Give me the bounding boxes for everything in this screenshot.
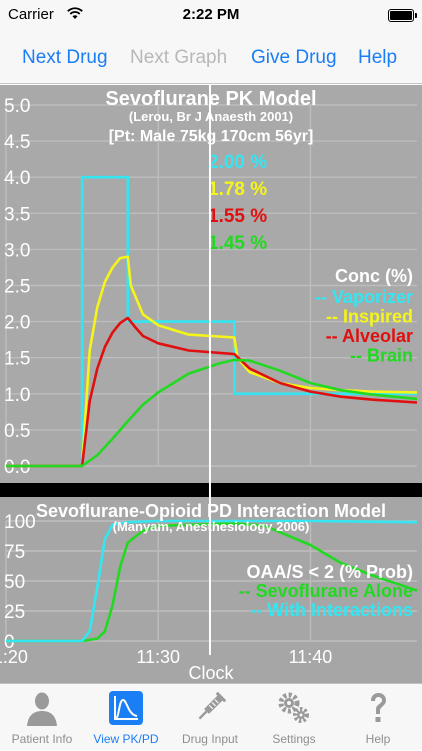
pk-legend-entry: -- Inspired <box>326 307 413 327</box>
tab-drug-input[interactable]: Drug Input <box>168 684 252 751</box>
pk-chart-subtitle: (Lerou, Br J Anaesth 2001) <box>129 109 293 124</box>
status-bar: Carrier 2:22 PM <box>0 0 422 32</box>
pk-cursor-readout-inspired: 1.78 % <box>208 179 267 200</box>
pk-pd-charts: 0.0 0.5 1.0 1.5 2.0 2.5 3.0 3.5 4.0 4.5 5.0 Sevoflu… <box>0 85 422 683</box>
x-tick-label: 11:40 <box>289 647 333 667</box>
next-drug-button[interactable]: Next Drug <box>22 47 108 68</box>
panel-divider <box>0 483 422 497</box>
tab-view-pkpd[interactable]: View PK/PD <box>84 684 168 751</box>
tab-label: Help <box>365 732 391 746</box>
tab-label: View PK/PD <box>93 732 159 746</box>
pk-y-tick-label: 4.5 <box>4 132 30 153</box>
pk-legend-title: Conc (%) <box>335 266 413 286</box>
pk-cursor-readout-vaporizer: 2.00 % <box>208 152 267 173</box>
x-axis-label: Clock <box>188 663 234 683</box>
pd-chart-subtitle: (Manyam, Anesthesiology 2006) <box>113 519 310 534</box>
curve-graph-icon <box>109 691 143 725</box>
pk-legend-entry: -- Brain <box>350 346 413 366</box>
pk-y-tick-label: 0.5 <box>4 421 30 442</box>
pk-y-tick-label: 3.5 <box>4 204 30 225</box>
pk-y-tick-label: 2.0 <box>4 313 30 334</box>
pk-series-alveolar <box>6 316 418 468</box>
pk-legend-entry: -- Alveolar <box>326 326 413 346</box>
pk-series-vaporizer <box>6 175 417 468</box>
pd-series-sevoflurane-alone <box>6 522 418 643</box>
pk-cursor-readout-alveolar: 1.55 % <box>208 206 267 227</box>
next-graph-button[interactable]: Next Graph <box>130 47 228 68</box>
pk-panel-background <box>0 85 422 483</box>
pd-y-tick-label: 25 <box>4 602 25 623</box>
wifi-icon <box>67 7 83 19</box>
pk-cursor-readout-brain: 1.45 % <box>208 233 267 254</box>
carrier-label: Carrier <box>8 6 54 23</box>
give-drug-button[interactable]: Give Drug <box>251 47 337 68</box>
help-button[interactable]: Help <box>358 47 398 68</box>
pd-chart-title: Sevoflurane-Opioid PD Interaction Model <box>36 501 386 521</box>
pk-legend-entry: -- Vaporizer <box>315 287 413 307</box>
pk-y-tick-label: 3.0 <box>4 240 30 261</box>
nav-bar: Next Drug Next Graph Give Drug Help <box>0 32 422 84</box>
pd-y-tick-label: 100 <box>4 512 36 533</box>
pk-chart-title: Sevoflurane PK Model <box>105 88 316 110</box>
person-silhouette-icon <box>27 692 57 726</box>
pd-legend-entry: -- With Interactions <box>250 600 413 620</box>
pd-legend-entry: -- Sevoflurane Alone <box>239 581 413 601</box>
pk-y-tick-label: 5.0 <box>4 96 30 117</box>
pk-y-tick-label: 1.0 <box>4 385 30 406</box>
pk-y-tick-label: 2.5 <box>4 277 30 298</box>
battery-icon <box>388 9 417 22</box>
pk-y-tick-label: 1.5 <box>4 349 30 370</box>
pk-series-brain <box>6 358 418 468</box>
pk-series-inspired <box>6 255 418 468</box>
plot-area[interactable]: 0.0 0.5 1.0 1.5 2.0 2.5 3.0 3.5 4.0 4.5 5.0 Sevoflu… <box>0 85 422 683</box>
tab-label: Patient Info <box>11 732 73 746</box>
tab-label: Settings <box>272 732 316 746</box>
x-tick-label: 11:20 <box>0 647 28 667</box>
pd-series-with-interactions <box>6 519 418 643</box>
pd-y-tick-label: 75 <box>4 542 25 563</box>
clock-time: 2:22 PM <box>182 6 240 23</box>
question-mark-icon <box>371 693 386 722</box>
gears-icon <box>278 692 309 723</box>
tab-bar: Patient Info View PK/PD Drug Input <box>0 683 422 750</box>
pd-legend-title: OAA/S < 2 (% Prob) <box>246 562 413 582</box>
pd-y-tick-label: 50 <box>4 572 25 593</box>
syringe-icon <box>198 691 227 720</box>
pd-panel-background <box>0 483 422 683</box>
x-tick-label: 11:30 <box>136 647 180 667</box>
tab-settings[interactable]: Settings <box>252 684 336 751</box>
pd-y-tick-label: 0 <box>4 632 15 653</box>
pk-y-tick-label: 4.0 <box>4 168 30 189</box>
pk-patient-info: [Pt: Male 75kg 170cm 56yr] <box>109 128 314 145</box>
tab-label: Drug Input <box>181 732 239 746</box>
tab-help[interactable]: Help <box>336 684 420 751</box>
pk-y-tick-label: 0.0 <box>4 457 30 478</box>
tab-patient-info[interactable]: Patient Info <box>0 684 84 751</box>
